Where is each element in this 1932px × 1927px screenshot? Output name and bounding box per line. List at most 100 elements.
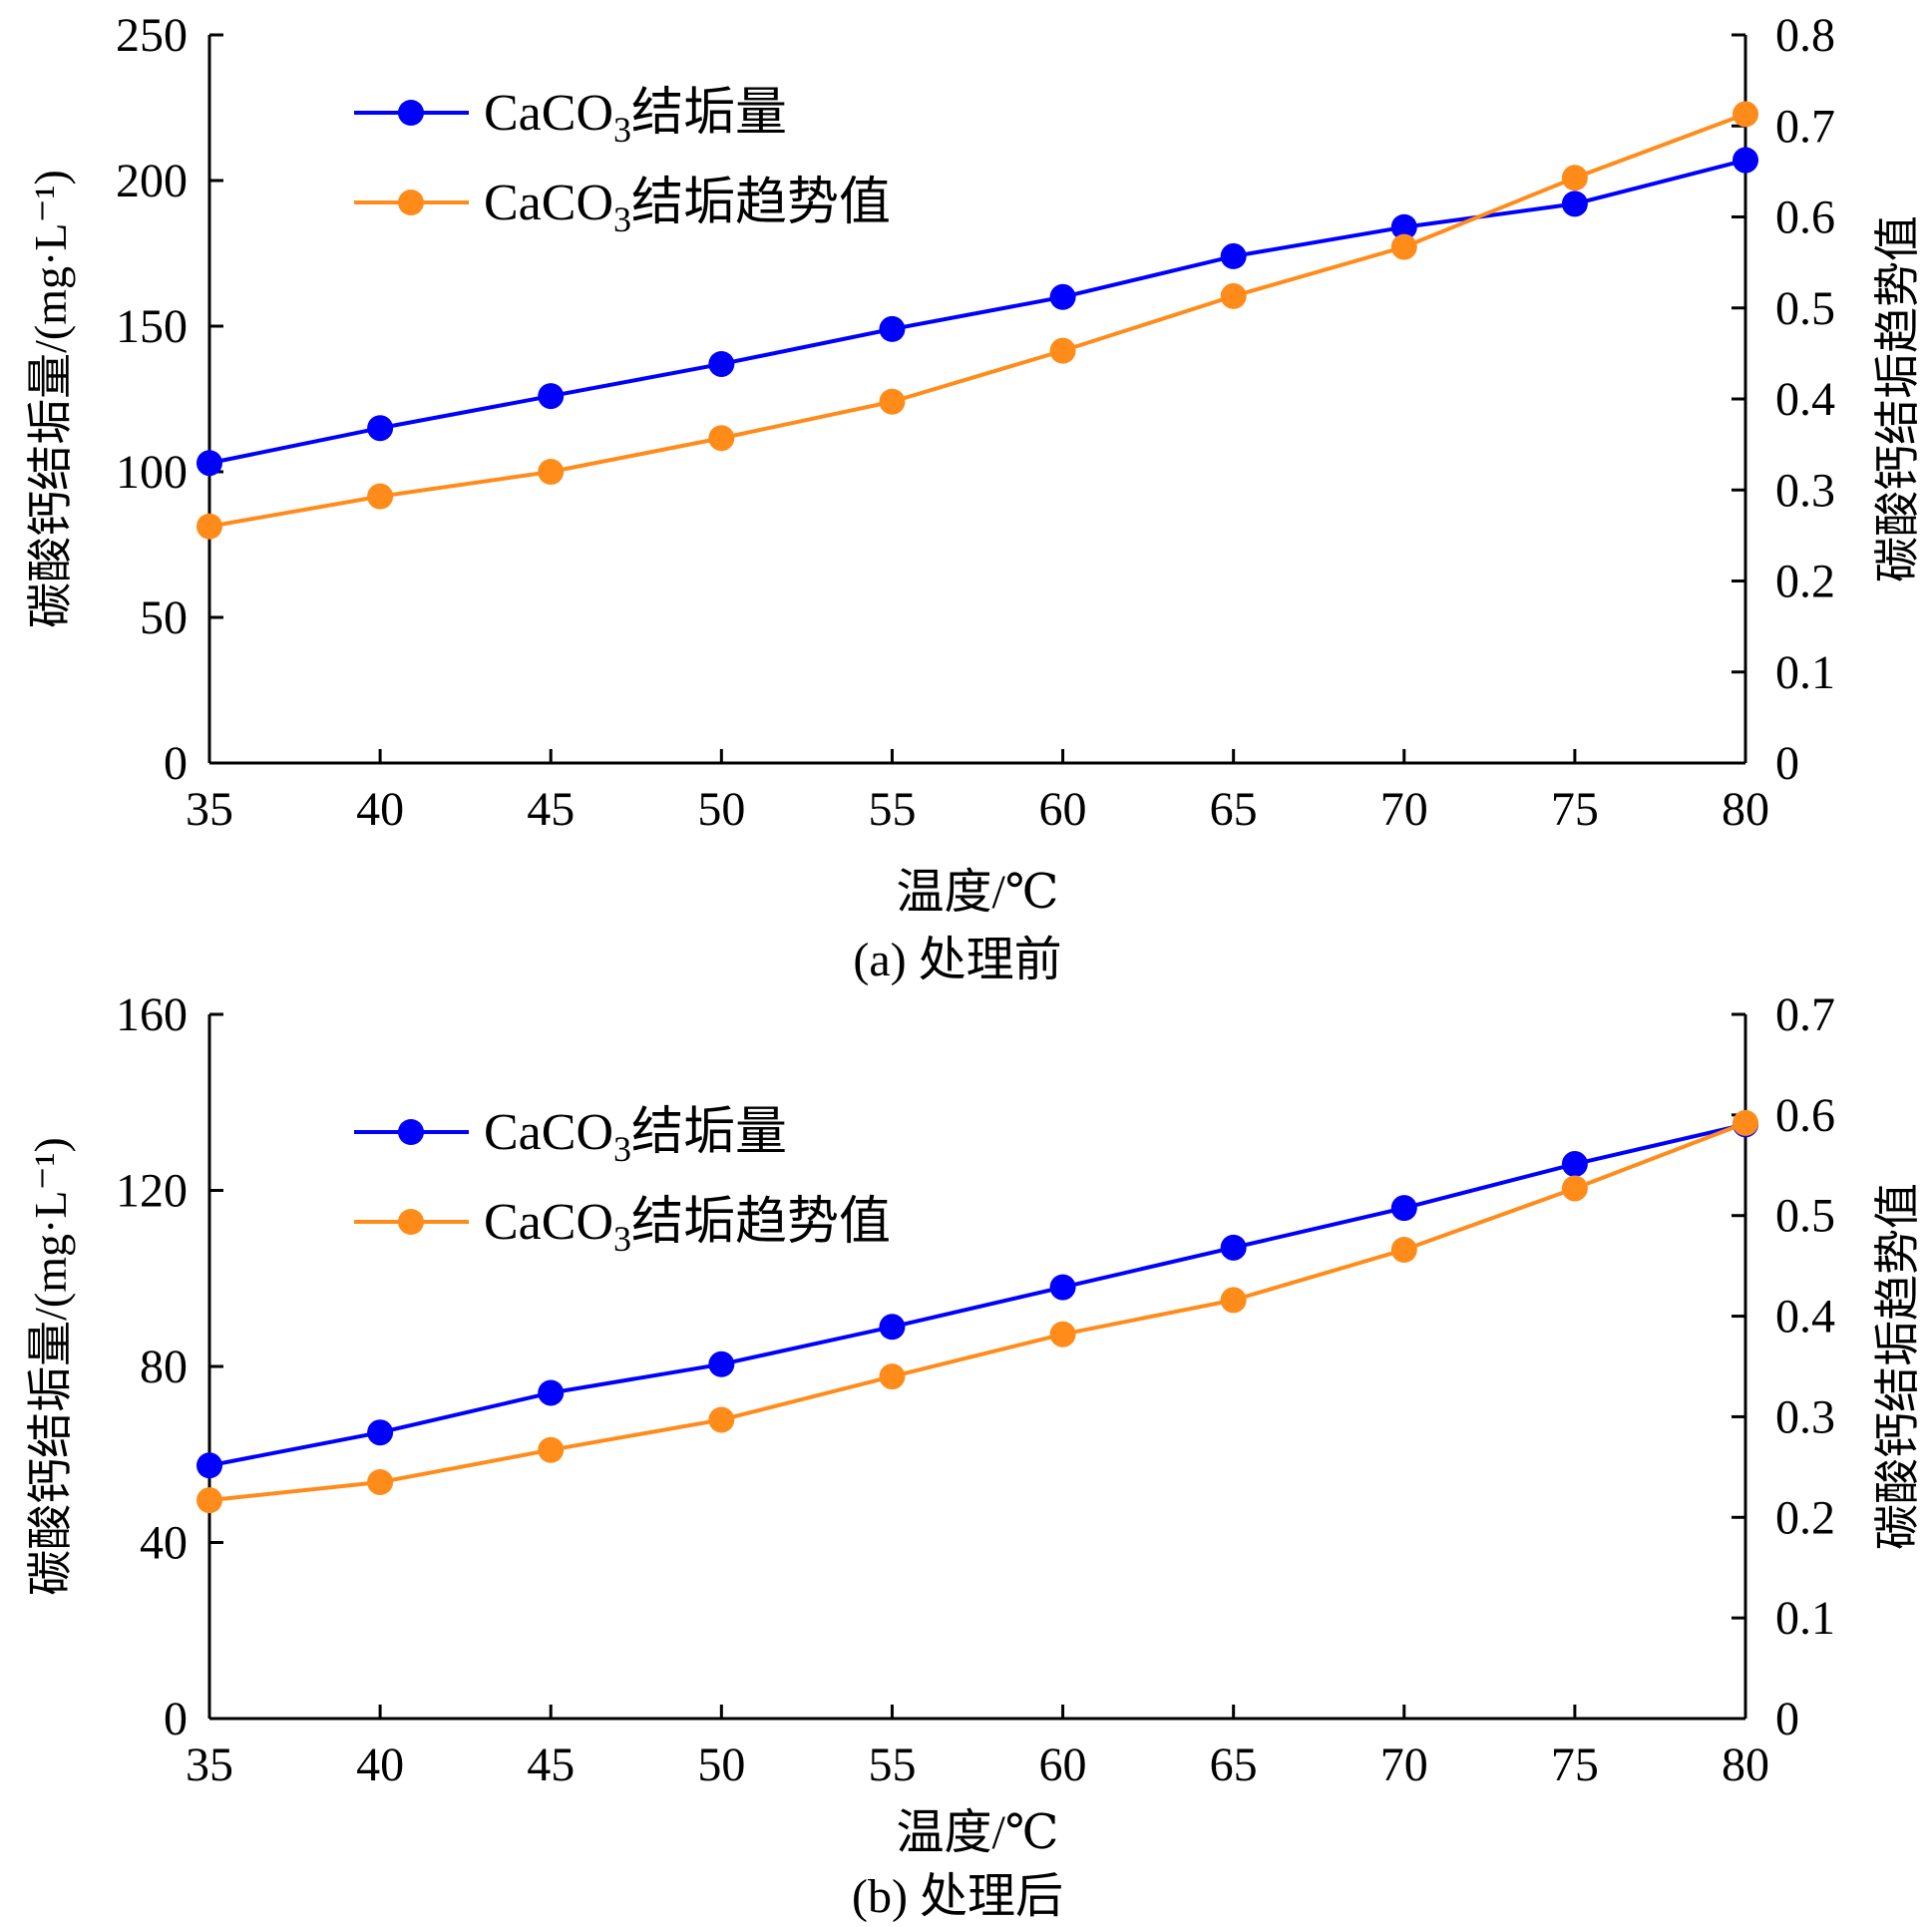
y-right-tick-label: 0.7 xyxy=(1775,100,1835,153)
x-tick-label: 75 xyxy=(1551,1738,1599,1791)
series-0-point xyxy=(879,315,906,342)
x-tick-label: 45 xyxy=(527,1738,575,1791)
legend-label: CaCO3结垢趋势值 xyxy=(484,175,891,239)
legend-marker xyxy=(398,1209,424,1235)
series-0-point xyxy=(1220,242,1247,269)
chart-panel-a: 35 40 45 50 55 60 65 70 75 8005010015020025000.10… xyxy=(25,9,1923,986)
x-tick-label: 40 xyxy=(356,783,404,836)
y-right-tick-label: 0.2 xyxy=(1775,556,1835,608)
panel-caption: (b) 处理后 xyxy=(852,1870,1063,1923)
y-right-tick-label: 0.4 xyxy=(1775,373,1835,426)
series-0-point xyxy=(879,1314,906,1341)
y-right-tick-label: 0.2 xyxy=(1775,1491,1835,1544)
y-right-tick-label: 0.6 xyxy=(1775,1089,1835,1142)
legend-item-0: CaCO3结垢量 xyxy=(354,85,787,150)
chart-panel-b: 35 40 45 50 55 60 65 70 75 800408012016000.10.20.… xyxy=(25,988,1923,1923)
legend-marker xyxy=(398,100,424,126)
series-0-point xyxy=(708,1350,735,1377)
series-1-point xyxy=(1390,233,1417,260)
series-1-point xyxy=(1390,1237,1417,1264)
x-axis-label: 温度/℃ xyxy=(896,866,1058,919)
y-right-tick-label: 0 xyxy=(1775,737,1799,790)
series-0-point xyxy=(1049,1274,1076,1301)
series-1-point xyxy=(1733,101,1758,128)
series-1-point xyxy=(538,1436,565,1463)
x-tick-label: 70 xyxy=(1380,1738,1428,1791)
x-tick-label: 50 xyxy=(697,783,745,836)
legend-item-1: CaCO3结垢趋势值 xyxy=(354,175,891,239)
x-tick-label: 60 xyxy=(1039,1738,1087,1791)
y-right-tick-label: 0.4 xyxy=(1775,1291,1835,1344)
y-left-tick-label: 160 xyxy=(116,988,188,1041)
y-right-tick-label: 0.7 xyxy=(1775,988,1835,1041)
y-left-tick-label: 250 xyxy=(116,9,188,62)
y-left-tick-label: 50 xyxy=(140,591,188,644)
y-axis-left-label: 碳酸钙结垢量/(mg·L⁻¹) xyxy=(25,1137,76,1596)
x-tick-label: 55 xyxy=(868,1738,916,1791)
panel-caption: (a) 处理前 xyxy=(853,934,1061,986)
y-right-tick-label: 0 xyxy=(1775,1693,1799,1745)
series-0-point xyxy=(538,383,565,410)
x-tick-label: 65 xyxy=(1210,1738,1258,1791)
y-right-tick-label: 0.3 xyxy=(1775,1390,1835,1443)
y-left-tick-label: 0 xyxy=(164,737,188,790)
legend-label: CaCO3结垢量 xyxy=(484,1104,787,1169)
series-1-point xyxy=(538,459,565,485)
series-1-point xyxy=(1220,1287,1247,1314)
series-1-point xyxy=(367,483,394,510)
series-1-point xyxy=(1561,1175,1588,1202)
series-0-point xyxy=(1561,191,1588,217)
y-right-tick-label: 0.5 xyxy=(1775,282,1835,335)
x-tick-label: 65 xyxy=(1210,783,1258,836)
series-1-point xyxy=(196,1487,222,1514)
series-1-point xyxy=(1049,337,1076,364)
legend-item-1: CaCO3结垢趋势值 xyxy=(354,1194,891,1259)
x-tick-label: 35 xyxy=(186,783,233,836)
x-tick-label: 50 xyxy=(697,1738,745,1791)
series-0-point xyxy=(1390,1195,1417,1222)
series-0-point xyxy=(1561,1151,1588,1178)
series-1-point xyxy=(1733,1109,1758,1136)
series-0-point xyxy=(1220,1234,1247,1261)
legend-label: CaCO3结垢趋势值 xyxy=(484,1194,891,1259)
y-left-tick-label: 150 xyxy=(116,300,188,353)
series-1-point xyxy=(1049,1321,1076,1348)
series-1-point xyxy=(1561,165,1588,192)
series-1-point xyxy=(879,1363,906,1390)
series-0-point xyxy=(1390,213,1417,240)
y-right-tick-label: 0.5 xyxy=(1775,1190,1835,1243)
y-left-tick-label: 40 xyxy=(140,1517,188,1570)
legend-marker xyxy=(398,1119,424,1145)
x-tick-label: 55 xyxy=(868,783,916,836)
series-0-point xyxy=(538,1379,565,1406)
series-1-point xyxy=(708,425,735,452)
x-tick-label: 35 xyxy=(186,1738,233,1791)
series-0-point xyxy=(196,1452,222,1479)
x-tick-label: 75 xyxy=(1551,783,1599,836)
series-0-point xyxy=(367,415,394,442)
series-0-point xyxy=(367,1419,394,1446)
series-line-0 xyxy=(208,1122,1746,1468)
y-right-tick-label: 0.6 xyxy=(1775,192,1835,244)
series-0-point xyxy=(1733,147,1758,174)
series-1-point xyxy=(1220,282,1247,309)
y-axis-right-label: 碳酸钙结垢趋势值 xyxy=(1872,215,1923,582)
series-0-point xyxy=(1049,283,1076,310)
series-1-point xyxy=(708,1406,735,1433)
series-line-0 xyxy=(208,158,1746,466)
y-left-tick-label: 80 xyxy=(140,1341,188,1393)
y-axis-right-label: 碳酸钙结垢趋势值 xyxy=(1872,1183,1923,1550)
series-0-point xyxy=(708,350,735,377)
y-left-tick-label: 200 xyxy=(116,155,188,207)
x-tick-label: 80 xyxy=(1722,783,1769,836)
y-right-tick-label: 0.1 xyxy=(1775,1592,1835,1645)
series-line-1 xyxy=(208,112,1746,529)
x-tick-label: 60 xyxy=(1039,783,1087,836)
y-axis-left-label: 碳酸钙结垢量/(mg·L⁻¹) xyxy=(25,170,76,628)
series-1-point xyxy=(879,388,906,415)
y-right-tick-label: 0.8 xyxy=(1775,9,1835,62)
y-left-tick-label: 100 xyxy=(116,446,188,499)
legend-marker xyxy=(398,190,424,215)
series-1-point xyxy=(367,1468,394,1495)
